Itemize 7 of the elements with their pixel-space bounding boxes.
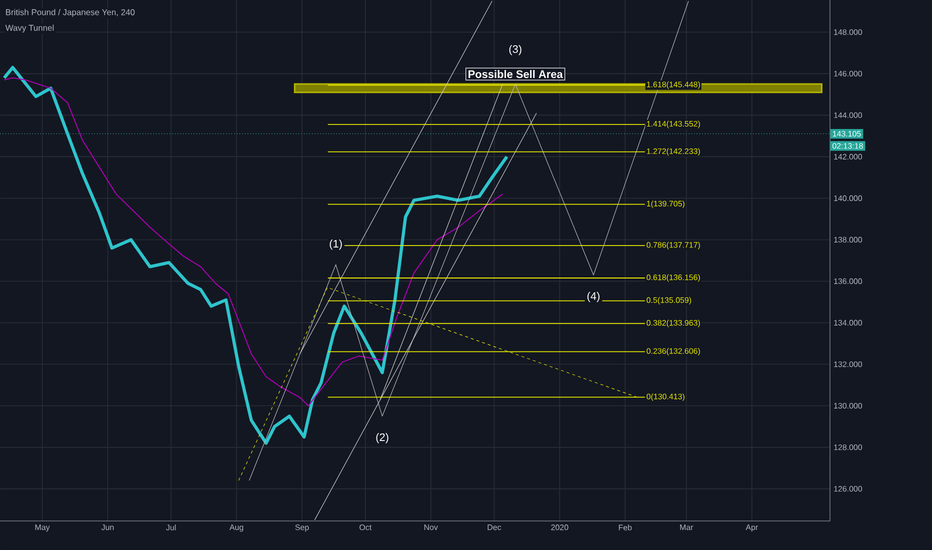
annotation: (2) [376,433,388,444]
text: British Pound / Japanese Yen, 240 [6,8,135,17]
annotation: Possible Sell Area [468,70,563,78]
annotation: (1) [330,240,342,250]
annotation: (3) [509,44,522,56]
text: Wavy Tunnel [5,24,54,33]
annotation: (4) [587,292,600,302]
